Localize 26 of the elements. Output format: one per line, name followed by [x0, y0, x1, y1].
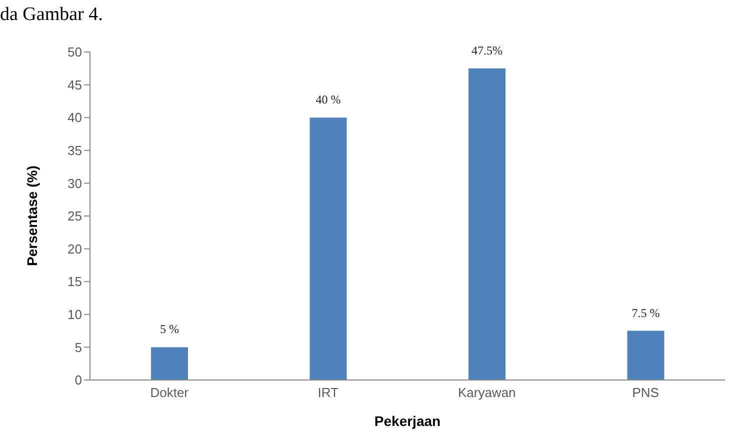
y-tick-label: 20 [68, 241, 82, 256]
y-axis-title: Persentase (%) [24, 166, 40, 266]
x-tick-label: IRT [318, 385, 339, 400]
y-tick-label: 30 [68, 176, 82, 191]
y-tick-label: 25 [68, 208, 82, 224]
y-tick-label: 10 [68, 307, 82, 322]
x-tick-label: PNS [632, 385, 660, 400]
data-label: 40 % [316, 92, 341, 107]
bar [468, 68, 506, 380]
bar [151, 347, 188, 380]
y-tick-label: 5 [74, 340, 82, 355]
x-axis-title: Pekerjaan [374, 413, 441, 429]
y-tick-label: 0 [74, 372, 82, 388]
bar [627, 330, 664, 380]
data-label: 7.5 % [632, 306, 660, 320]
y-tick-label: 45 [68, 77, 82, 92]
y-tick-label: 40 [68, 110, 82, 126]
x-tick-label: Karyawan [458, 385, 516, 400]
data-label: 5 % [160, 322, 179, 336]
y-tick-label: 50 [68, 44, 82, 60]
x-tick-label: Dokter [150, 385, 190, 400]
data-label: 47.5% [472, 43, 502, 58]
text: da Gambar 4. [0, 4, 103, 26]
y-tick-label: 15 [68, 274, 82, 290]
y-tick-label: 35 [68, 143, 82, 158]
bar [310, 118, 347, 380]
